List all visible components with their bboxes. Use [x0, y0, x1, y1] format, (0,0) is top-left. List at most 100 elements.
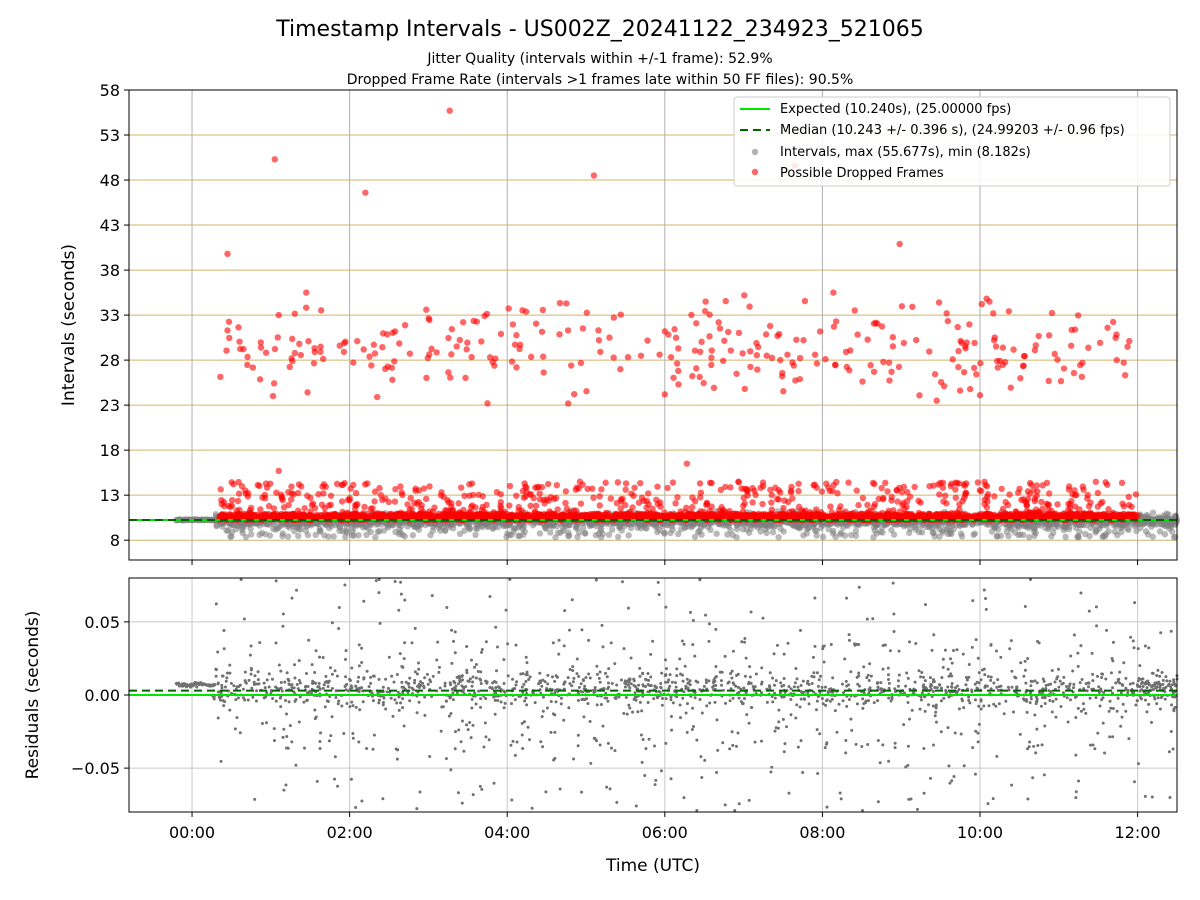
interval-point — [837, 531, 844, 538]
interval-point — [958, 533, 966, 540]
dropped-frame-point — [242, 490, 250, 497]
dropped-frame-point — [455, 500, 462, 507]
dropped-frame-point — [322, 483, 329, 491]
interval-point — [1103, 522, 1110, 529]
dropped-frame-point — [769, 511, 776, 518]
interval-point — [775, 533, 782, 541]
dropped-frame-point — [407, 494, 414, 502]
dropped-frame-point — [235, 478, 242, 486]
dropped-frame-point — [562, 488, 570, 495]
dropped-frame-point — [294, 489, 302, 497]
dropped-frame-point — [864, 501, 871, 509]
dropped-frame-point — [706, 479, 714, 487]
dropped-frame-point — [859, 494, 867, 502]
interval-point — [757, 528, 764, 535]
dropped-frame-point — [1031, 497, 1039, 505]
dropped-frame-point — [469, 502, 476, 509]
interval-point — [297, 526, 304, 533]
chart-subtitle-dropped: Dropped Frame Rate (intervals >1 frames … — [347, 72, 854, 88]
dropped-frame-point — [840, 512, 847, 520]
dropped-frame-point — [1132, 491, 1140, 498]
dropped-frame-point — [404, 501, 411, 508]
interval-point — [614, 533, 622, 541]
dropped-frame-point — [1035, 508, 1042, 516]
dropped-frame-point — [506, 482, 514, 490]
dropped-frame-point — [780, 504, 787, 512]
dropped-frame-point — [333, 480, 341, 488]
dropped-frame-point — [740, 494, 747, 502]
interval-point — [832, 533, 839, 541]
dropped-frame-point — [697, 494, 704, 501]
interval-point — [597, 527, 604, 534]
interval-point — [936, 533, 943, 540]
dropped-frame-point — [703, 499, 711, 507]
dropped-frame-point — [998, 485, 1005, 493]
dropped-frame-point — [584, 485, 591, 493]
dropped-frame-point — [1006, 491, 1013, 498]
dropped-frame-point — [775, 486, 782, 494]
dropped-frame-point — [466, 481, 473, 488]
dropped-frame-point — [638, 494, 646, 501]
dropped-frame-point — [513, 492, 520, 499]
dropped-frame-point — [607, 495, 615, 502]
interval-point — [811, 527, 819, 534]
interval-point — [597, 534, 605, 541]
dropped-frame-point — [894, 498, 901, 505]
dropped-frame-point — [845, 479, 852, 486]
dropped-frame-point — [361, 481, 369, 488]
interval-point — [926, 522, 934, 529]
interval-point — [799, 521, 807, 529]
dropped-frame-point — [1071, 487, 1078, 494]
dropped-frame-point — [267, 513, 275, 520]
dropped-frame-point — [1092, 478, 1100, 485]
dropped-frame-point — [984, 491, 992, 498]
interval-point — [336, 527, 343, 535]
dropped-frame-point — [618, 510, 625, 518]
dropped-frame-point — [573, 484, 581, 491]
interval-point — [729, 531, 736, 539]
dropped-frame-point — [999, 505, 1007, 513]
interval-point — [852, 532, 860, 539]
dropped-frame-point — [301, 505, 308, 512]
dropped-frame-point — [978, 487, 985, 495]
interval-point — [295, 532, 302, 540]
dropped-frame-point — [880, 494, 887, 502]
interval-point — [399, 531, 406, 539]
dropped-frame-point — [674, 494, 681, 501]
interval-point — [830, 527, 837, 535]
dropped-frame-point — [653, 496, 660, 503]
interval-point — [223, 527, 230, 534]
dropped-frame-point — [288, 483, 295, 490]
dropped-frame-point — [1094, 503, 1101, 510]
dropped-frame-point — [327, 492, 335, 499]
dropped-frame-point — [235, 490, 243, 497]
dropped-frame-point — [254, 481, 262, 489]
interval-point — [1111, 528, 1118, 535]
dropped-frame-point — [435, 510, 443, 517]
dropped-frame-point — [644, 490, 652, 497]
dropped-frame-point — [377, 491, 385, 499]
dropped-frame-point — [722, 483, 729, 491]
dropped-frame-point — [543, 496, 550, 503]
dropped-frame-point — [795, 487, 802, 495]
dropped-frame-point — [1118, 479, 1126, 487]
interval-point — [388, 521, 396, 529]
chart-title: Timestamp Intervals - US002Z_20241122_23… — [275, 17, 924, 42]
dropped-frame-points — [216, 107, 1141, 524]
interval-point — [1156, 528, 1164, 535]
dropped-frame-point — [280, 513, 287, 520]
dropped-frame-point — [397, 483, 404, 490]
interval-point — [805, 524, 812, 532]
interval-point — [1048, 533, 1055, 540]
interval-point — [621, 522, 628, 530]
dropped-frame-point — [262, 480, 270, 487]
interval-point — [592, 531, 600, 539]
interval-point — [316, 525, 323, 533]
interval-point — [971, 530, 979, 537]
dropped-frame-point — [906, 493, 914, 500]
interval-point — [944, 526, 952, 533]
dropped-frame-point — [448, 507, 456, 514]
dropped-frame-point — [347, 485, 354, 492]
interval-point — [654, 528, 661, 536]
dropped-frame-point — [727, 484, 734, 491]
